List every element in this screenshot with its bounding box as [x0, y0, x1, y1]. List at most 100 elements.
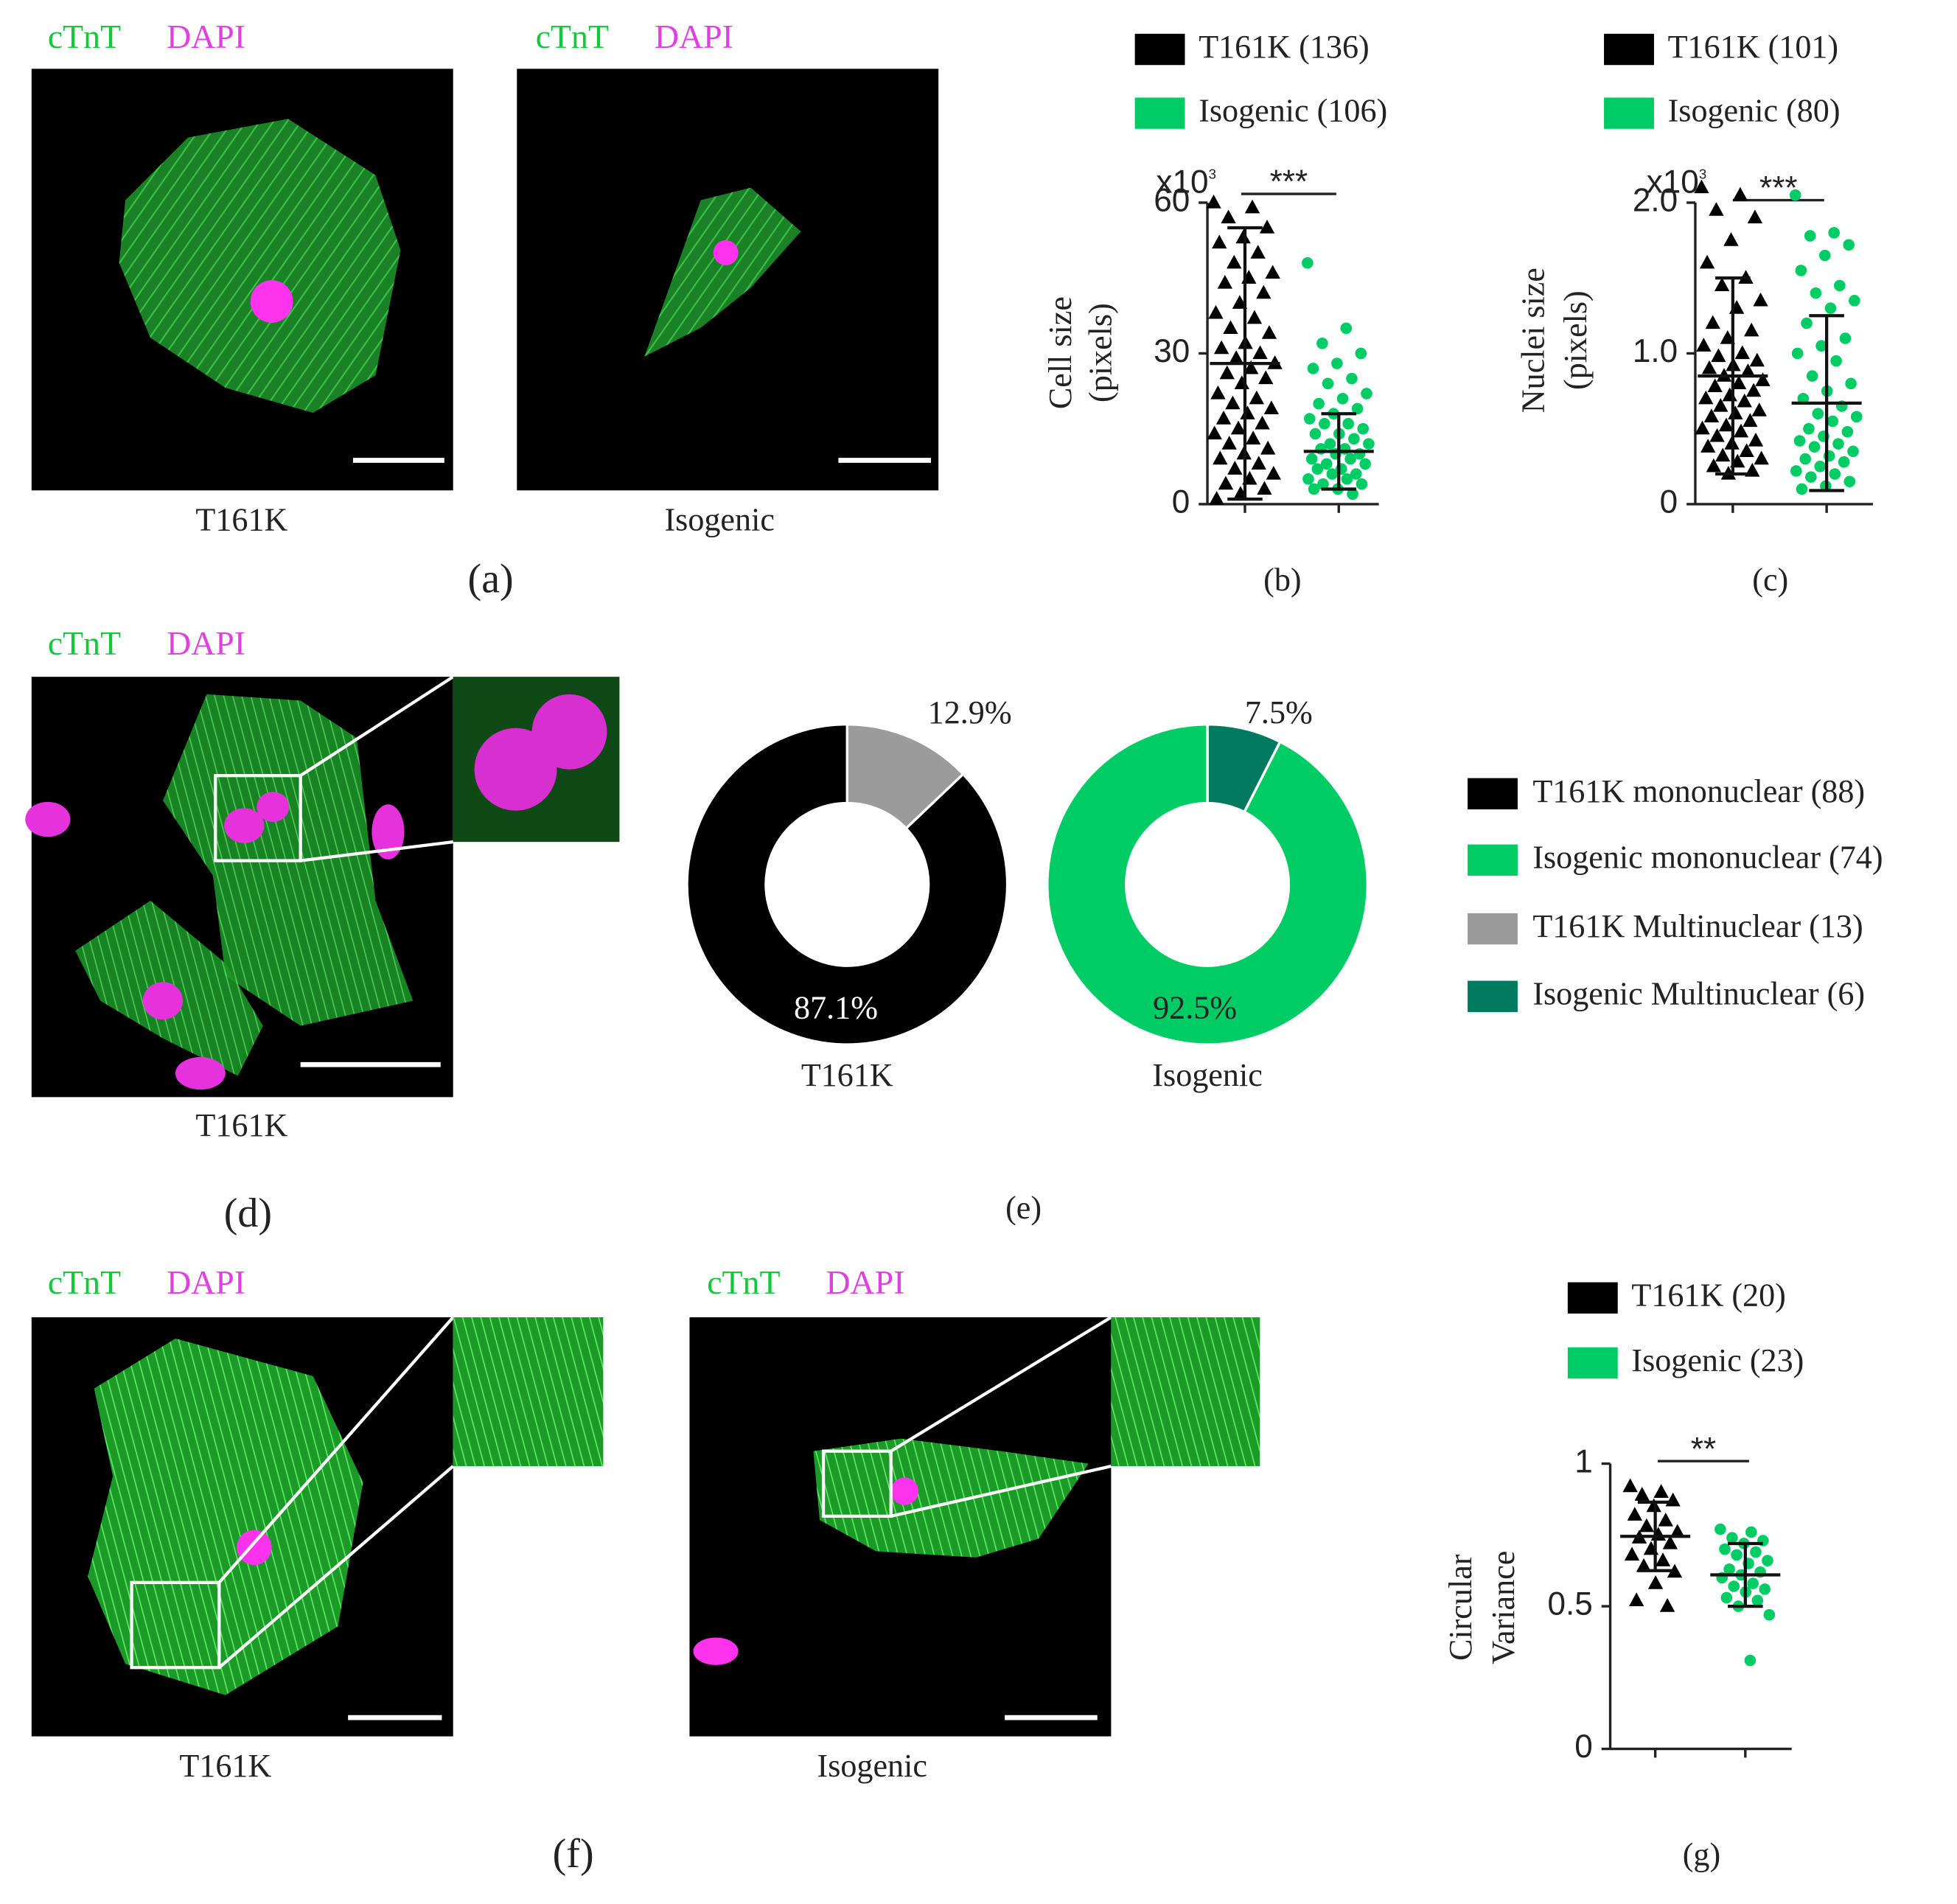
nucleus	[890, 1477, 919, 1505]
point	[1796, 483, 1808, 495]
point	[1255, 415, 1270, 430]
point	[1628, 1592, 1644, 1606]
point	[1706, 458, 1722, 472]
panel-label: (b)	[1263, 562, 1301, 598]
point	[1210, 385, 1226, 400]
point	[1363, 438, 1375, 450]
point	[1709, 428, 1725, 442]
axis-label: Circular	[1443, 1554, 1479, 1661]
point	[1714, 277, 1730, 292]
point	[1355, 347, 1367, 360]
point	[1699, 254, 1715, 269]
point	[1762, 1555, 1773, 1566]
legend-label: T161K (136)	[1199, 29, 1370, 65]
point	[1843, 239, 1855, 251]
point	[1317, 478, 1329, 490]
point	[1799, 453, 1812, 465]
point	[1670, 1524, 1685, 1538]
legend-swatch	[1468, 980, 1518, 1012]
point	[1228, 350, 1244, 364]
point	[1320, 458, 1333, 470]
point	[1350, 468, 1362, 480]
point	[1705, 315, 1720, 329]
point	[1703, 408, 1720, 422]
point	[1718, 417, 1734, 432]
nucleus	[531, 694, 607, 770]
legend-swatch	[1468, 913, 1518, 945]
point	[1740, 363, 1756, 377]
point	[1207, 425, 1222, 440]
legend-label: T161K (101)	[1668, 29, 1839, 65]
caption: Isogenic	[817, 1748, 927, 1784]
point	[1696, 338, 1712, 352]
point	[1221, 209, 1236, 224]
nucleus	[371, 804, 405, 859]
point	[1698, 390, 1714, 405]
point	[1847, 445, 1859, 458]
point	[1244, 199, 1260, 214]
nucleus	[224, 808, 265, 843]
point	[1815, 340, 1827, 352]
point	[1753, 292, 1768, 307]
zoom-line	[299, 675, 454, 777]
point	[1322, 377, 1334, 390]
channel-label: cTnT	[48, 18, 121, 55]
point	[1791, 347, 1804, 360]
legend-swatch	[1604, 33, 1654, 66]
legend-swatch	[1468, 844, 1518, 876]
point	[1745, 1526, 1757, 1538]
y-tick-label: 1.0	[1633, 333, 1678, 369]
point	[1751, 402, 1767, 416]
point	[1212, 234, 1227, 249]
point	[1720, 1591, 1733, 1604]
zoom-line	[890, 1316, 1112, 1453]
legend-label: T161K mononuclear (88)	[1532, 773, 1865, 809]
point	[1246, 310, 1263, 324]
point	[1259, 219, 1275, 234]
channel-label: DAPI	[167, 624, 245, 662]
point	[1326, 468, 1339, 480]
y-tick-label: 0	[1574, 1729, 1593, 1765]
point	[1647, 1575, 1664, 1589]
point	[1662, 1535, 1678, 1549]
micrograph	[31, 69, 453, 491]
point	[1829, 468, 1841, 480]
point	[1804, 230, 1816, 242]
point	[1747, 1577, 1759, 1589]
point	[1217, 274, 1233, 289]
point	[1357, 422, 1370, 435]
point	[1624, 1546, 1640, 1561]
point	[1256, 285, 1271, 299]
zoom-box	[130, 1580, 221, 1670]
point	[1351, 402, 1364, 415]
point	[1634, 1487, 1650, 1501]
legend-label: T161K (20)	[1631, 1277, 1785, 1314]
point	[1653, 1484, 1669, 1498]
axis-label: Nuclei size	[1515, 268, 1552, 413]
multiplier-base: x10	[1156, 164, 1208, 200]
point	[1834, 279, 1846, 292]
point	[1737, 393, 1752, 408]
point	[1234, 375, 1249, 389]
point	[1759, 1583, 1771, 1595]
point	[1719, 1543, 1731, 1555]
point	[1348, 433, 1360, 445]
point	[1665, 1492, 1681, 1507]
point	[1810, 287, 1822, 299]
multiplier-exp: 3	[1699, 167, 1706, 182]
panel-label: (a)	[468, 557, 514, 602]
panel-label: (e)	[1005, 1190, 1042, 1226]
point	[1839, 332, 1852, 344]
point	[1302, 257, 1314, 269]
point	[1261, 325, 1277, 339]
point	[1801, 317, 1813, 329]
cell	[88, 1338, 363, 1695]
point	[1658, 1512, 1673, 1527]
axis-label: Variance	[1485, 1551, 1521, 1664]
y-tick-label: 2.0	[1633, 183, 1678, 219]
multiplier-base: x10	[1647, 164, 1699, 200]
channel-label: cTnT	[536, 18, 609, 55]
point	[1722, 387, 1737, 402]
point	[1739, 443, 1754, 457]
